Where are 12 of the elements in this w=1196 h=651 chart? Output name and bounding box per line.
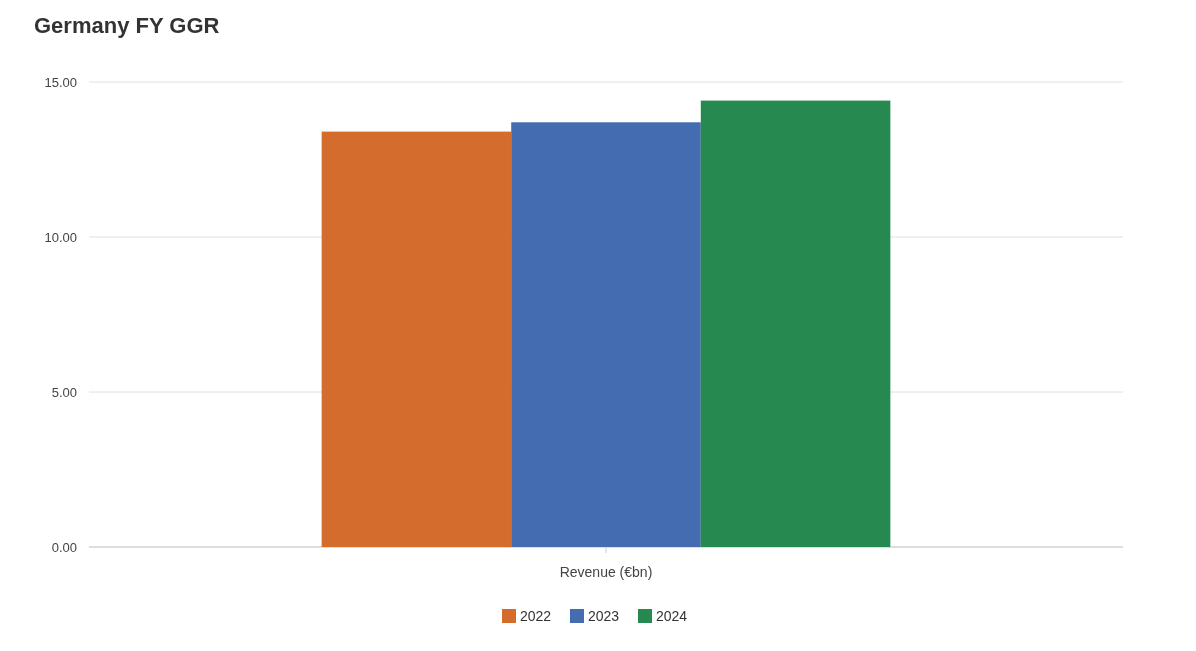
x-tick-label: Revenue (€bn) [559,564,653,580]
bar [321,131,512,547]
y-tick-label: 0.00 [51,539,77,555]
bar [511,122,701,547]
legend-label: 2023 [588,607,620,624]
y-tick-label: 15.00 [44,74,77,90]
chart-title: Germany FY GGR [34,13,220,38]
y-tick-label: 10.00 [44,229,77,245]
bar [700,100,891,547]
legend-label: 2024 [656,607,688,624]
legend-label: 2022 [520,607,552,624]
y-tick-label: 5.00 [51,384,77,400]
